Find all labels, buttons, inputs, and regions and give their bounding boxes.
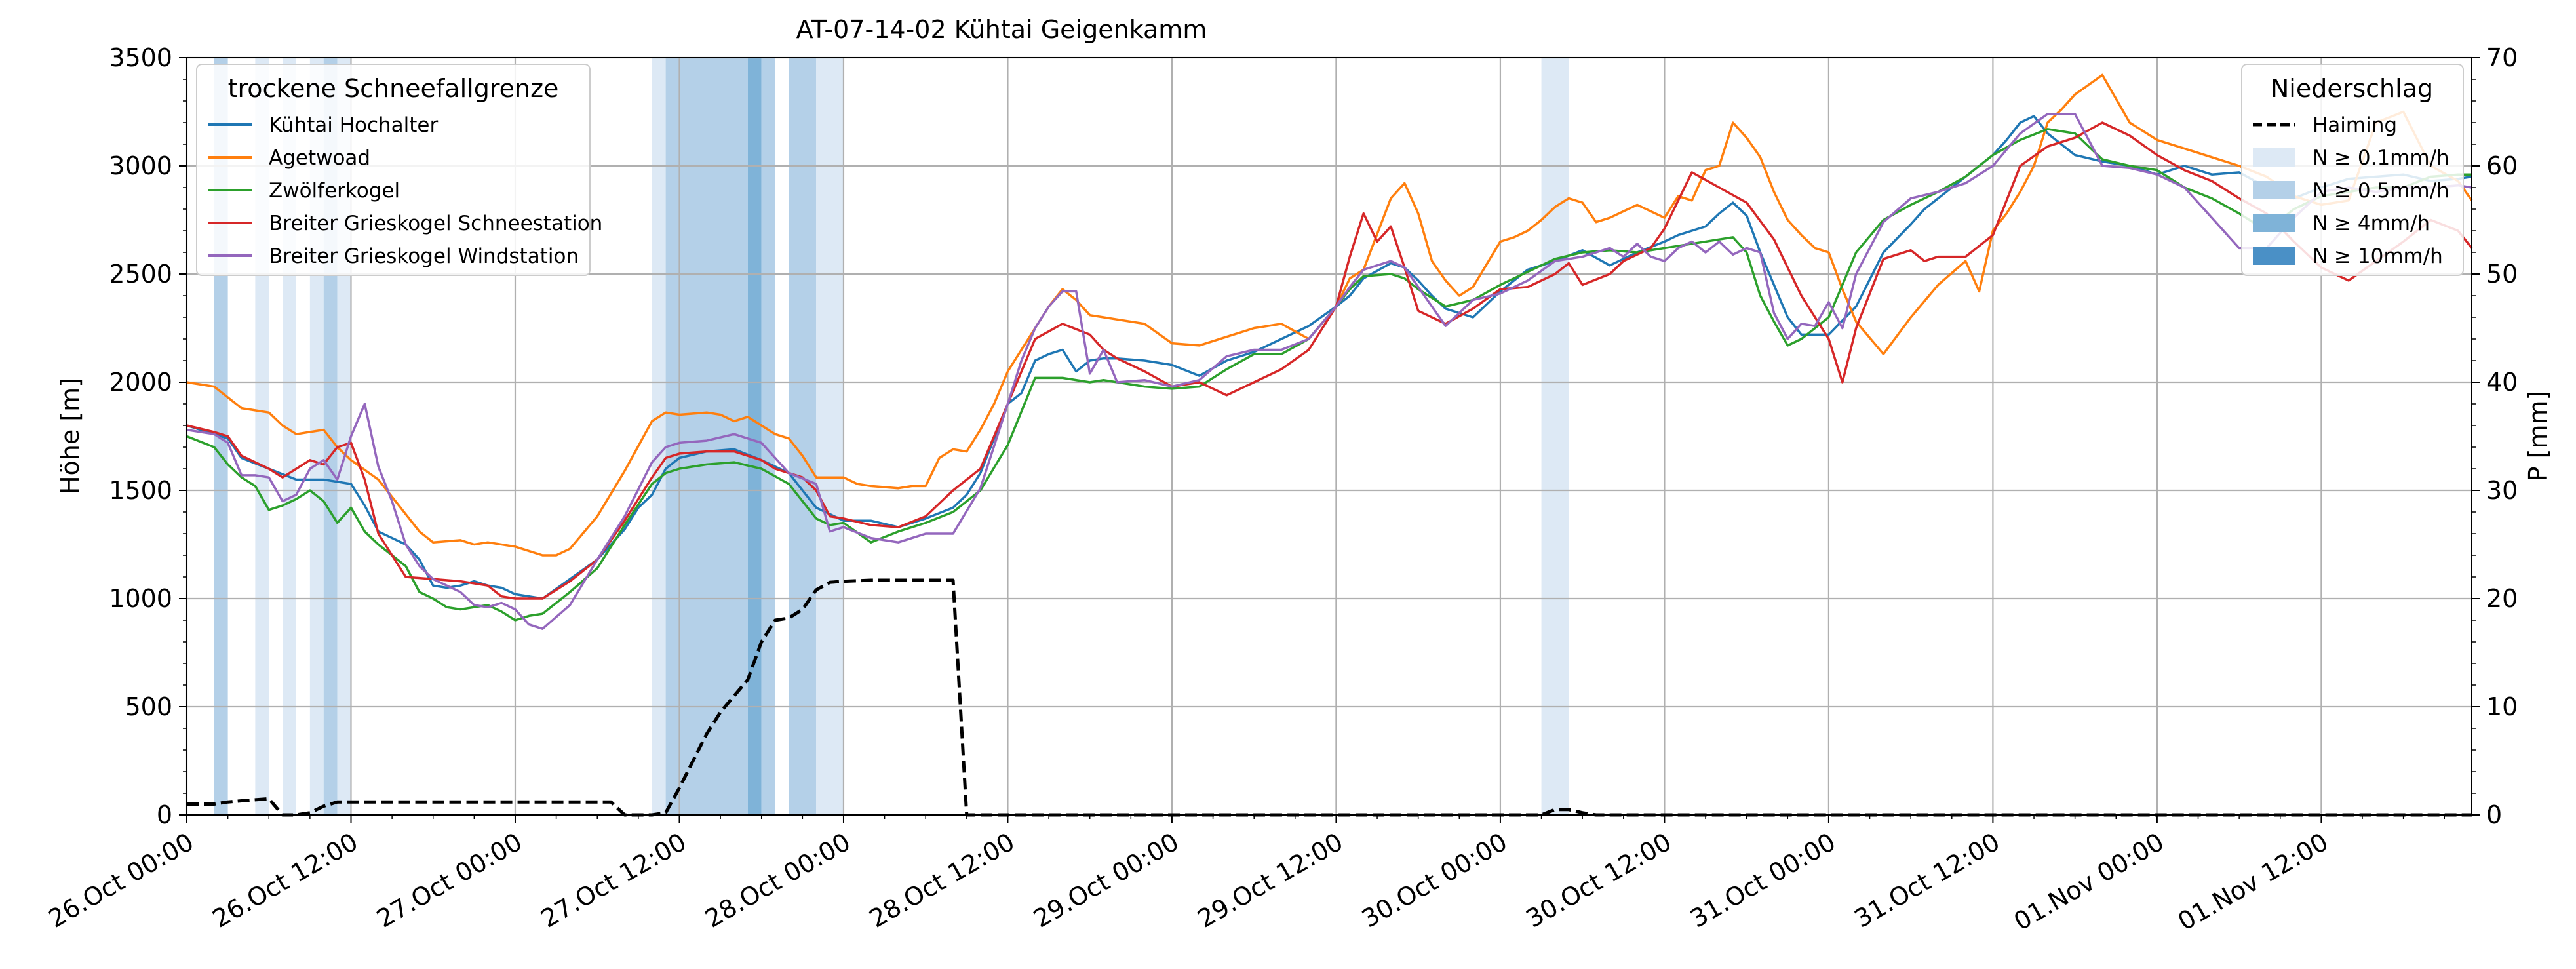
y-tick-label-right: 60 [2486,151,2518,180]
legend-label: N ≥ 10mm/h [2313,245,2443,268]
legend-swatch [2253,148,2295,167]
y-tick-label-left: 3000 [109,151,172,180]
precip-band [816,58,844,815]
x-tick-label: 27.Oct 12:00 [536,827,692,934]
y-tick-label-left: 2000 [109,368,172,397]
y-tick-label-left: 500 [125,692,172,721]
x-tick-label: 29.Oct 12:00 [1193,827,1348,934]
x-tick-label: 26.Oct 00:00 [43,827,199,934]
series-line-breiter-grieskogel-windstation [186,113,2472,630]
series-line-zw-lferkogel [186,128,2472,622]
x-tick-label: 26.Oct 12:00 [208,827,363,934]
x-tick-label: 31.Oct 00:00 [1685,827,1841,934]
y-tick-label-right: 40 [2486,368,2518,397]
y-tick-label-left: 2500 [109,260,172,288]
y-tick-label-right: 10 [2486,692,2518,721]
y-tick-label-right: 30 [2486,476,2518,505]
precip-band [761,58,775,815]
x-tick-label: 31.Oct 12:00 [1850,827,2005,934]
legend-label: Breiter Grieskogel Windstation [269,245,579,268]
legend-label: N ≥ 0.5mm/h [2313,179,2449,203]
y-tick-label-left: 0 [157,801,172,829]
x-tick-label: 30.Oct 00:00 [1357,827,1512,934]
legend-stations: trockene Schneefallgrenze Kühtai Hochalt… [196,64,602,276]
x-tick-label: 30.Oct 12:00 [1521,827,1677,934]
legend-precip: Niederschlag Haiming N ≥ 0.1mm/h N ≥ 0.5mm… [2241,64,2464,276]
legend-swatch [2253,181,2295,199]
x-tick-label: 28.Oct 00:00 [700,827,855,934]
y-tick-label-left: 1000 [109,584,172,613]
y-axis-left-label: Höhe [m] [56,378,85,494]
y-tick-label-right: 20 [2486,584,2518,613]
right-axis: 0 10 20 30 40 50 60 70 [2472,43,2518,829]
grid-lines [185,56,2472,816]
left-axis: 0 500 1000 1500 2000 2500 3000 3500 [109,43,187,829]
x-tick-label: 29.Oct 00:00 [1028,827,1184,934]
precip-band [665,58,748,815]
precip-band [1541,58,1569,815]
legend-label: Haiming [2313,113,2397,137]
legend-swatch [2253,247,2295,265]
y-tick-label-right: 50 [2486,260,2518,288]
legend-label: Kühtai Hochalter [269,113,439,137]
x-axis: 26.Oct 00:00 26.Oct 12:00 27.Oct 00:00 27.O… [43,815,2446,936]
legend-swatch [2253,214,2295,232]
y-tick-label-right: 70 [2486,43,2518,72]
chart-title: AT-07-14-02 Kühtai Geigenkamm [796,15,1207,44]
y-tick-label-left: 3500 [109,43,172,72]
legend-stations-title: trockene Schneefallgrenze [228,74,559,103]
legend-stations-box [196,64,591,276]
x-tick-label: 27.Oct 00:00 [372,827,527,934]
series-line-breiter-grieskogel-schneestation [186,121,2473,600]
legend-label: N ≥ 4mm/h [2313,212,2430,235]
legend-label: Zwölferkogel [269,179,400,203]
precip-band [789,58,817,815]
y-tick-label-right: 0 [2486,801,2502,829]
plot-frame [186,57,2472,816]
precip-band [747,58,762,815]
y-axis-right-label: P [mm] [2524,391,2552,482]
y-tick-label-left: 1500 [109,476,172,505]
legend-label: N ≥ 0.1mm/h [2313,146,2449,170]
legend-precip-box [2241,64,2464,276]
x-tick-label: 28.Oct 12:00 [865,827,1020,934]
x-tick-label: 01.Nov 12:00 [2173,827,2333,936]
x-tick-label: 01.Nov 00:00 [2009,827,2169,936]
precip-band [652,58,666,815]
legend-precip-title: Niederschlag [2271,74,2433,103]
legend-label: Breiter Grieskogel Schneestation [269,212,602,235]
legend-label: Agetwoad [269,146,370,170]
